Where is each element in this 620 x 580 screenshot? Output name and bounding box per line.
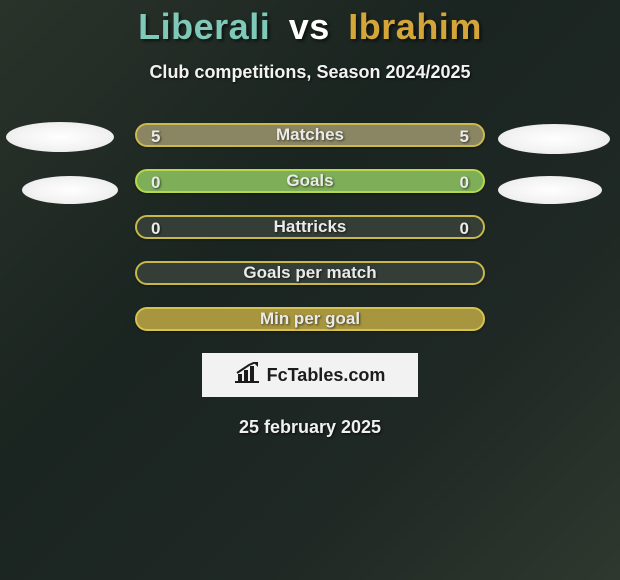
comparison-card: Liberali vs Ibrahim Club competitions, S… (0, 0, 620, 580)
date-text: 25 february 2025 (0, 417, 620, 438)
player1-name: Liberali (138, 6, 270, 47)
stat-right-value: 0 (460, 171, 469, 195)
stat-label: Matches (276, 125, 344, 145)
bar-chart-icon (235, 362, 261, 389)
decoration-ellipse (22, 176, 118, 204)
stat-label: Goals (286, 171, 333, 191)
stat-row: 5 Matches 5 (135, 123, 485, 147)
stats-list: 5 Matches 5 0 Goals 0 0 Hattricks 0 Goals per mat… (0, 123, 620, 331)
decoration-ellipse (498, 124, 610, 154)
stat-row: Goals per match (135, 261, 485, 285)
brand-box: FcTables.com (202, 353, 418, 397)
title: Liberali vs Ibrahim (0, 6, 620, 48)
subtitle: Club competitions, Season 2024/2025 (0, 62, 620, 83)
stat-row: 0 Goals 0 (135, 169, 485, 193)
vs-label: vs (289, 6, 330, 47)
stat-row: 0 Hattricks 0 (135, 215, 485, 239)
decoration-ellipse (6, 122, 114, 152)
stat-row: Min per goal (135, 307, 485, 331)
stat-left-value: 0 (151, 171, 160, 195)
stat-left-value: 5 (151, 125, 160, 149)
decoration-ellipse (498, 176, 602, 204)
stat-label: Hattricks (274, 217, 347, 237)
stat-right-value: 0 (460, 217, 469, 241)
brand-text: FcTables.com (267, 365, 386, 386)
stat-label: Min per goal (260, 309, 360, 329)
stat-right-value: 5 (460, 125, 469, 149)
player2-name: Ibrahim (348, 6, 482, 47)
stat-label: Goals per match (243, 263, 376, 283)
stat-left-value: 0 (151, 217, 160, 241)
brand: FcTables.com (235, 362, 386, 389)
